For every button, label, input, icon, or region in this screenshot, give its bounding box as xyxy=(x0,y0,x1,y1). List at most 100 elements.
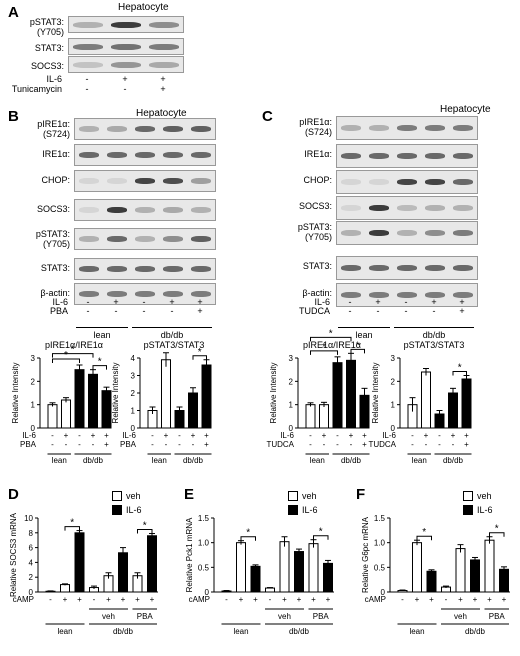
condition-mark: + xyxy=(104,431,109,440)
significance-star: * xyxy=(70,518,74,529)
subgroup-label: PBA xyxy=(489,612,506,621)
y-tick-label: 3 xyxy=(31,354,36,363)
blot-strip xyxy=(74,144,216,166)
panel-e-letter: E xyxy=(184,486,195,503)
condition-mark: - xyxy=(350,440,353,449)
condition-mark: - xyxy=(438,440,441,449)
condition-mark: - xyxy=(309,440,312,449)
blot-band xyxy=(191,291,211,297)
bar xyxy=(236,542,246,593)
bar xyxy=(74,369,85,429)
bar xyxy=(103,575,114,593)
y-tick-label: 3 xyxy=(289,354,294,363)
blot-band xyxy=(397,205,417,211)
condition-mark: + xyxy=(487,595,492,604)
condition-mark: + xyxy=(362,431,367,440)
blot-strip xyxy=(336,221,478,245)
condition-mark: + xyxy=(415,595,420,604)
condition-label: cAMP xyxy=(13,595,34,604)
bar xyxy=(319,404,329,429)
bar xyxy=(397,590,408,593)
significance-bracket xyxy=(416,535,432,541)
blot-band xyxy=(425,153,445,159)
blot-band xyxy=(107,236,127,242)
group-label: lean xyxy=(233,627,248,636)
blot-strip xyxy=(336,256,478,280)
group-label: db/db xyxy=(465,627,486,636)
condition-mark: + xyxy=(104,440,109,449)
blot-band xyxy=(369,230,389,236)
significance-bracket xyxy=(52,353,94,358)
condition-label: PBA xyxy=(20,440,37,449)
group-line-lean xyxy=(76,327,128,328)
y-tick-label: 1.0 xyxy=(198,539,210,548)
y-tick-label: 0 xyxy=(29,588,34,597)
blot-strip xyxy=(68,38,184,55)
condition-label: TUDCA xyxy=(368,440,396,449)
y-tick-label: 2 xyxy=(391,377,396,386)
condition-mark: + xyxy=(77,595,82,604)
blot-strip xyxy=(68,16,184,33)
condition-mark: + xyxy=(311,595,316,604)
condition-mark: - xyxy=(93,595,96,604)
condition-label: IL-6 xyxy=(382,431,396,440)
panel-c-letter: C xyxy=(262,108,273,125)
condition-mark: + xyxy=(375,297,381,307)
condition-label: TUDCA xyxy=(299,306,330,316)
blot-strip xyxy=(68,56,184,73)
blot-band xyxy=(149,21,179,28)
blot-band xyxy=(107,291,127,297)
condition-mark: + xyxy=(160,74,166,84)
blot-row-label: SOCS3: xyxy=(36,204,70,214)
condition-mark: + xyxy=(349,431,354,440)
group-label: db/db xyxy=(289,627,310,636)
blot-band xyxy=(369,205,389,211)
condition-mark: + xyxy=(64,431,69,440)
condition-mark: - xyxy=(348,306,352,316)
blot-band xyxy=(341,153,361,159)
condition-mark: - xyxy=(404,306,408,316)
condition-mark: - xyxy=(142,306,146,316)
blot-band xyxy=(107,207,127,213)
blot-band xyxy=(191,236,211,242)
blot-band xyxy=(369,265,389,271)
condition-mark: - xyxy=(438,431,441,440)
y-axis-label: Relative G6pc mRNA xyxy=(361,516,370,593)
significance-bracket xyxy=(52,358,80,363)
bar xyxy=(147,535,157,593)
bar xyxy=(88,373,98,429)
significance-star: * xyxy=(319,527,323,538)
significance-star: * xyxy=(198,347,202,358)
legend-swatch-veh xyxy=(463,491,473,501)
significance-star: * xyxy=(495,524,499,535)
condition-mark: + xyxy=(459,306,465,316)
condition-mark: - xyxy=(348,297,352,307)
bar xyxy=(47,404,58,429)
group-label: lean xyxy=(310,456,325,465)
condition-mark: - xyxy=(269,595,272,604)
condition-mark: - xyxy=(51,440,54,449)
y-tick-label: 2 xyxy=(289,377,294,386)
condition-mark: + xyxy=(239,595,244,604)
condition-mark: + xyxy=(362,440,367,449)
bar xyxy=(426,570,437,593)
condition-mark: - xyxy=(114,306,118,316)
condition-mark: + xyxy=(197,297,203,307)
condition-mark: - xyxy=(170,306,174,316)
bar xyxy=(89,587,99,593)
bar xyxy=(188,392,198,429)
blot-band xyxy=(341,125,361,131)
y-tick-label: 0 xyxy=(289,424,294,433)
condition-mark: - xyxy=(425,440,428,449)
bar xyxy=(455,548,466,593)
bar xyxy=(407,404,418,429)
significance-bracket xyxy=(310,350,338,355)
condition-mark: + xyxy=(424,431,429,440)
bar xyxy=(60,584,70,593)
blot-band xyxy=(369,125,389,131)
condition-mark: + xyxy=(204,440,209,449)
y-tick-label: 1 xyxy=(31,401,36,410)
condition-mark: + xyxy=(459,297,465,307)
condition-mark: + xyxy=(451,431,456,440)
bar xyxy=(484,539,495,593)
